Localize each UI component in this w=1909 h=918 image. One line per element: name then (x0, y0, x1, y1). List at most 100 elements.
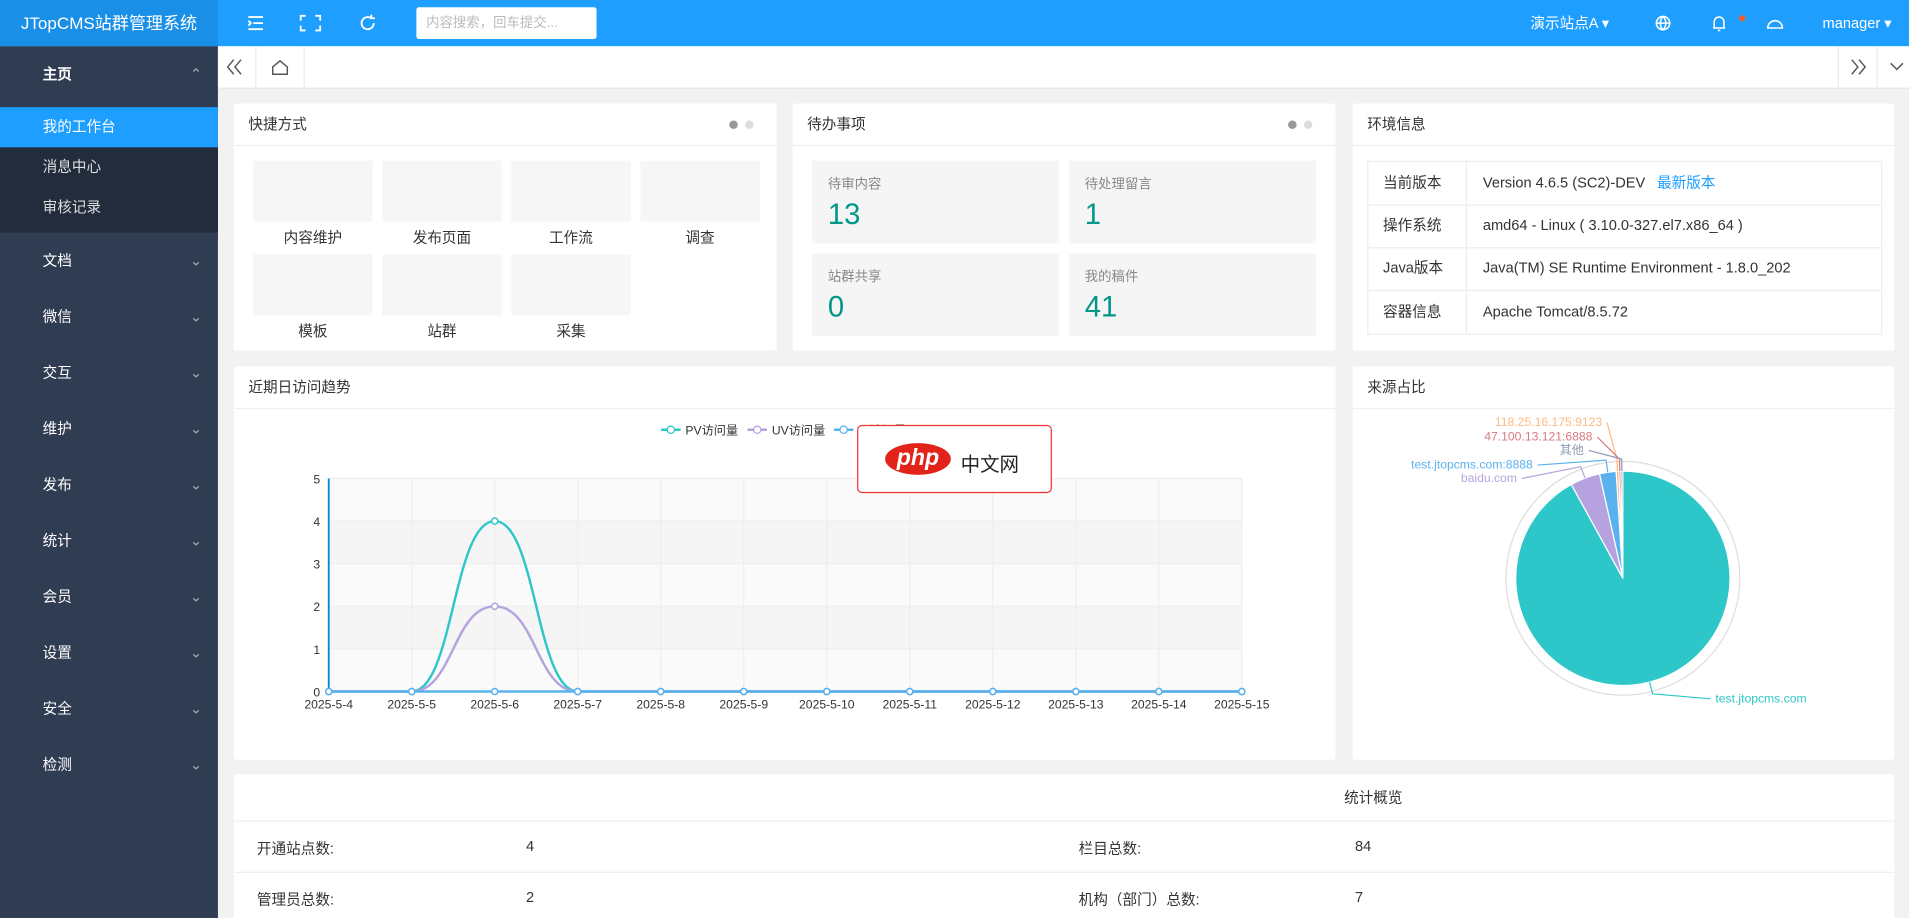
home-tab[interactable] (273, 61, 288, 74)
point (1239, 688, 1245, 694)
shortcut[interactable]: 调查 (640, 161, 759, 249)
pie-label: 47.100.13.121:6888 (1484, 430, 1592, 444)
legend-symbol (754, 426, 761, 433)
menu-item[interactable]: 维护⌄ (0, 401, 218, 457)
todo-tile[interactable]: 待审内容13 (812, 161, 1059, 244)
menu-label: 主页 (43, 46, 72, 102)
logo[interactable]: JTopCMS站群管理系统 (0, 0, 218, 46)
user-name: manager (1823, 15, 1881, 32)
shortcut[interactable]: 模板 (253, 254, 372, 342)
menu-item[interactable]: 微信⌄ (0, 289, 218, 345)
env-key: Java版本 (1368, 247, 1467, 290)
shortcut[interactable]: 工作流 (511, 161, 630, 249)
site-switch[interactable]: 演示站点A ▾ (1530, 0, 1609, 46)
toggle-icon[interactable] (248, 17, 263, 29)
shortcut-label: 工作流 (511, 226, 630, 247)
menu-label: 会员 (43, 569, 72, 625)
x-tick-label: 2025-5-11 (883, 698, 938, 712)
point (658, 688, 664, 694)
shortcut[interactable]: 发布页面 (382, 161, 501, 249)
menu-label: 维护 (43, 401, 72, 457)
pie-chart: test.jtopcms.combaidu.comtest.jtopcms.co… (1353, 366, 1895, 759)
menu-item[interactable]: 文档⌄ (0, 233, 218, 289)
submenu-item[interactable]: 我的工作台 (0, 107, 218, 147)
shortcut[interactable]: 站群 (382, 254, 501, 342)
menu-item[interactable]: 设置⌄ (0, 625, 218, 681)
menu-label: 设置 (43, 625, 72, 681)
pie-label: 118.25.16.175:9123 (1495, 415, 1602, 429)
tab-right-button[interactable] (1852, 60, 1865, 75)
menu-item[interactable]: 主页⌃ (0, 46, 218, 102)
pie-chart-card: 来源占比 test.jtopcms.combaidu.comtest.jtopc… (1353, 366, 1895, 759)
fullscreen-icon[interactable] (301, 16, 320, 31)
x-tick-label: 2025-5-13 (1048, 698, 1104, 712)
todo-tile[interactable]: 站群共享0 (812, 253, 1059, 336)
pie-label: test.jtopcms.com (1715, 691, 1806, 705)
watermark-text: 中文网 (961, 448, 1019, 477)
menu-arrow: ⌄ (190, 569, 202, 625)
latest-version-link[interactable]: 最新版本 (1657, 162, 1715, 205)
menu-item[interactable]: 交互⌄ (0, 345, 218, 401)
pie-label: test.jtopcms.com:8888 (1411, 458, 1533, 472)
todo-label: 站群共享 (828, 267, 882, 286)
point (741, 688, 747, 694)
x-tick-label: 2025-5-4 (304, 698, 353, 712)
x-tick-label: 2025-5-14 (1131, 698, 1187, 712)
shortcut-label: 模板 (253, 320, 372, 341)
shortcut-bg (382, 161, 501, 222)
shortcut[interactable]: 采集 (511, 254, 630, 342)
env-value: Version 4.6.5 (SC2)-DEV (1483, 162, 1645, 205)
todo-tile[interactable]: 待处理留言1 (1069, 161, 1316, 244)
legend-symbol (667, 426, 674, 433)
divider (234, 872, 1895, 873)
user-menu[interactable]: manager ▾ (1823, 0, 1892, 46)
todo-label: 待处理留言 (1085, 174, 1152, 193)
line-chart: 0123452025-5-42025-5-52025-5-62025-5-720… (234, 366, 1336, 759)
todo-tile[interactable]: 我的稿件41 (1069, 253, 1316, 336)
menu-item[interactable]: 发布⌄ (0, 457, 218, 513)
point (492, 688, 498, 694)
bell-icon[interactable] (1713, 17, 1725, 30)
menu-label: 交互 (43, 345, 72, 401)
card-title: 快捷方式 (234, 103, 777, 146)
tab-menu-button[interactable] (1891, 63, 1903, 69)
x-tick-label: 2025-5-5 (387, 698, 436, 712)
menu-item[interactable]: 检测⌄ (0, 737, 218, 793)
env-key: 操作系统 (1368, 204, 1467, 247)
tab-icons (218, 46, 1909, 87)
env-row: Java版本Java(TM) SE Runtime Environment - … (1367, 247, 1882, 291)
toolbar-icons (237, 10, 395, 37)
leader-line (1607, 422, 1617, 471)
refresh-icon[interactable] (362, 15, 375, 30)
notice-dot (1739, 15, 1745, 21)
line-chart-card: 近期日访问趋势 0123452025-5-42025-5-52025-5-620… (234, 366, 1336, 759)
theme-icon[interactable] (1768, 21, 1783, 28)
search-input[interactable]: 内容搜索，回车提交... (416, 7, 596, 39)
stat-value: 2 (526, 889, 534, 906)
sidebar: 主页⌃我的工作台消息中心审核记录文档⌄微信⌄交互⌄维护⌄发布⌄统计⌄会员⌄设置⌄… (0, 46, 218, 918)
submenu: 我的工作台消息中心审核记录 (0, 107, 218, 232)
y-tick-label: 3 (313, 558, 320, 572)
menu-item[interactable]: 会员 ⌄ (0, 569, 218, 625)
env-key: 当前版本 (1368, 162, 1467, 205)
point (575, 688, 581, 694)
shortcut[interactable]: 内容维护 (253, 161, 372, 249)
y-tick-label: 4 (313, 515, 320, 529)
stat-label: 栏目总数: (1079, 838, 1142, 859)
header-icons (1650, 10, 1796, 37)
env-row: 当前版本 Version 4.6.5 (SC2)-DEV 最新版本 (1367, 161, 1882, 206)
menu-item[interactable]: 统计⌄ (0, 513, 218, 569)
menu-item[interactable]: 安全⌄ (0, 681, 218, 737)
stats-card: 统计概览 开通站点数:4栏目总数:84管理员总数:2机构（部门）总数:7 (234, 774, 1895, 918)
shortcut-label: 内容维护 (253, 226, 372, 247)
shortcut-label: 站群 (382, 320, 501, 341)
submenu-item[interactable]: 审核记录 (0, 187, 218, 227)
pager-dot (1304, 121, 1313, 130)
tab-left-button[interactable] (228, 60, 241, 75)
x-tick-label: 2025-5-10 (799, 698, 855, 712)
submenu-item[interactable]: 消息中心 (0, 147, 218, 187)
x-tick-label: 2025-5-7 (553, 698, 602, 712)
x-tick-label: 2025-5-9 (719, 698, 768, 712)
shortcut-label: 发布页面 (382, 226, 501, 247)
